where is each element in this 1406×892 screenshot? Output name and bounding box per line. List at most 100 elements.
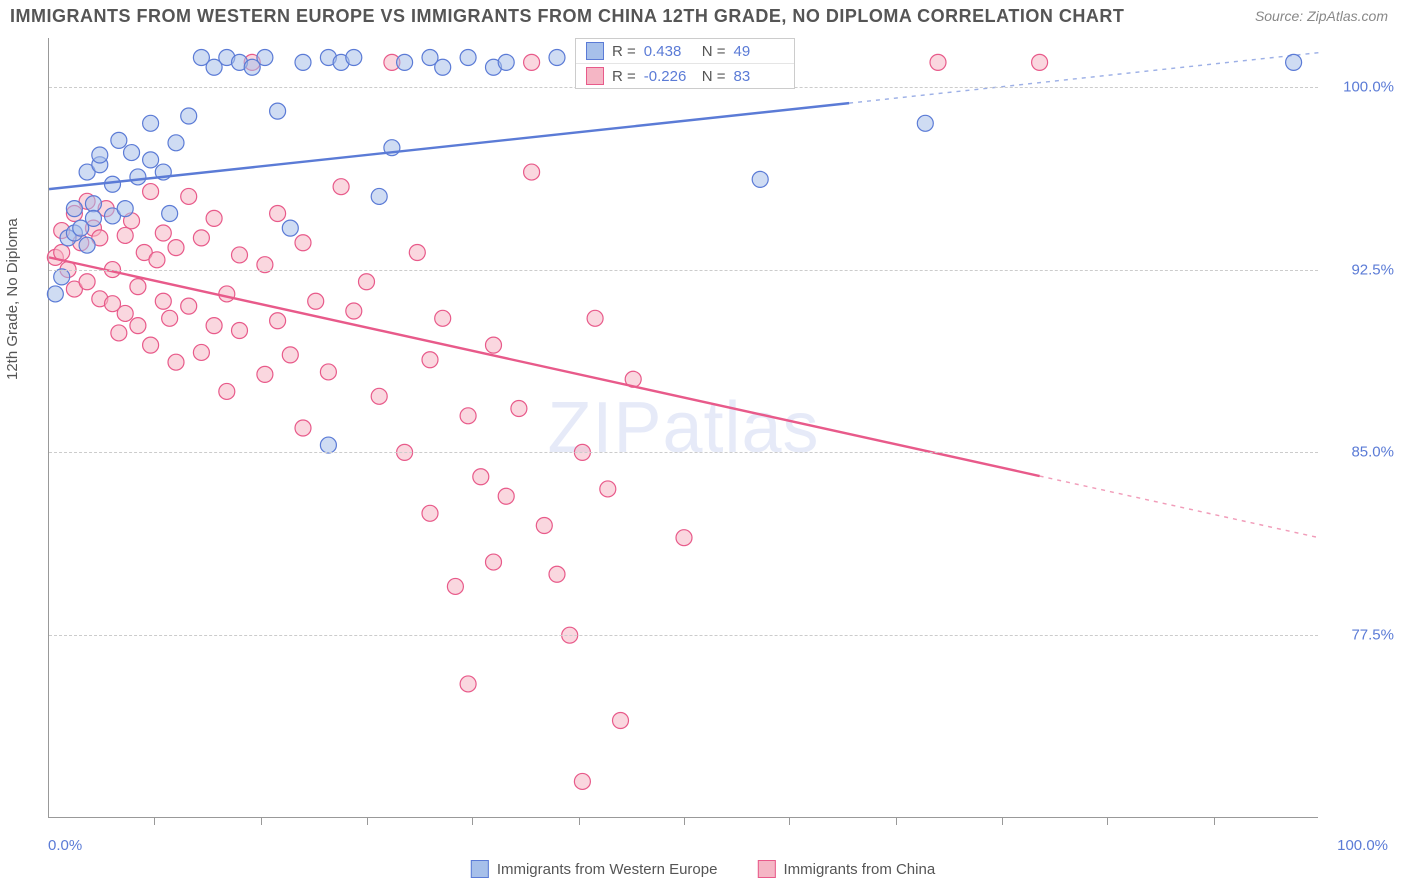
data-point: [92, 147, 108, 163]
data-point: [117, 227, 133, 243]
x-tick: [896, 817, 897, 825]
x-tick: [261, 817, 262, 825]
data-point: [162, 310, 178, 326]
legend: Immigrants from Western Europe Immigrants…: [471, 860, 935, 878]
data-point: [79, 274, 95, 290]
data-point: [130, 279, 146, 295]
data-point: [117, 305, 133, 321]
data-point: [219, 383, 235, 399]
y-tick-label: 85.0%: [1351, 444, 1394, 461]
gridline: [49, 635, 1318, 636]
y-tick-label: 100.0%: [1343, 78, 1394, 95]
n-value: 83: [734, 68, 784, 85]
data-point: [359, 274, 375, 290]
data-point: [168, 240, 184, 256]
data-point: [574, 773, 590, 789]
x-max-label: 100.0%: [1337, 837, 1388, 854]
x-tick: [789, 817, 790, 825]
data-point: [524, 164, 540, 180]
n-value: 49: [734, 43, 784, 60]
data-point: [333, 179, 349, 195]
data-point: [193, 344, 209, 360]
correlation-stats-box: R = 0.438 N = 49 R = -0.226 N = 83: [575, 38, 795, 89]
stats-row: R = -0.226 N = 83: [576, 63, 794, 88]
x-tick: [1107, 817, 1108, 825]
data-point: [498, 488, 514, 504]
trend-line: [49, 257, 1040, 476]
data-point: [460, 408, 476, 424]
y-tick-label: 92.5%: [1351, 261, 1394, 278]
data-point: [613, 713, 629, 729]
n-label: N =: [702, 68, 726, 85]
data-point: [79, 237, 95, 253]
data-point: [282, 220, 298, 236]
x-tick: [684, 817, 685, 825]
legend-swatch: [471, 860, 489, 878]
data-point: [549, 50, 565, 66]
n-label: N =: [702, 43, 726, 60]
data-point: [676, 530, 692, 546]
legend-item: Immigrants from China: [757, 860, 935, 878]
data-point: [219, 286, 235, 302]
legend-swatch: [757, 860, 775, 878]
data-point: [460, 50, 476, 66]
gridline: [49, 270, 1318, 271]
data-point: [155, 293, 171, 309]
data-point: [206, 210, 222, 226]
legend-label: Immigrants from China: [783, 861, 935, 878]
r-label: R =: [612, 68, 636, 85]
legend-label: Immigrants from Western Europe: [497, 861, 718, 878]
data-point: [143, 152, 159, 168]
data-point: [282, 347, 298, 363]
data-point: [460, 676, 476, 692]
series-swatch: [586, 42, 604, 60]
data-point: [600, 481, 616, 497]
series-swatch: [586, 67, 604, 85]
data-point: [130, 169, 146, 185]
data-point: [447, 578, 463, 594]
data-point: [181, 188, 197, 204]
data-point: [308, 293, 324, 309]
trend-line-extrapolated: [849, 53, 1319, 104]
y-tick-label: 77.5%: [1351, 627, 1394, 644]
x-tick: [1214, 817, 1215, 825]
data-point: [270, 103, 286, 119]
data-point: [752, 171, 768, 187]
data-point: [371, 188, 387, 204]
data-point: [346, 50, 362, 66]
data-point: [422, 352, 438, 368]
data-point: [181, 108, 197, 124]
x-tick: [1002, 817, 1003, 825]
data-point: [181, 298, 197, 314]
data-point: [511, 401, 527, 417]
data-point: [320, 364, 336, 380]
data-point: [486, 337, 502, 353]
r-value: -0.226: [644, 68, 694, 85]
stats-row: R =0.438N =49: [576, 39, 794, 63]
x-tick: [579, 817, 580, 825]
data-point: [54, 269, 70, 285]
data-point: [270, 313, 286, 329]
data-point: [206, 318, 222, 334]
data-point: [124, 145, 140, 161]
data-point: [917, 115, 933, 131]
data-point: [149, 252, 165, 268]
data-point: [270, 206, 286, 222]
data-point: [409, 245, 425, 261]
data-point: [346, 303, 362, 319]
data-point: [232, 323, 248, 339]
chart-plot-area: ZIPatlas: [48, 38, 1318, 818]
data-point: [320, 437, 336, 453]
data-point: [257, 366, 273, 382]
trend-line-extrapolated: [1040, 476, 1319, 538]
data-point: [295, 420, 311, 436]
data-point: [85, 210, 101, 226]
y-axis-label: 12th Grade, No Diploma: [4, 218, 21, 380]
data-point: [587, 310, 603, 326]
data-point: [498, 54, 514, 70]
r-value: 0.438: [644, 43, 694, 60]
data-point: [257, 50, 273, 66]
data-point: [143, 184, 159, 200]
data-point: [397, 54, 413, 70]
chart-svg: [49, 38, 1318, 817]
